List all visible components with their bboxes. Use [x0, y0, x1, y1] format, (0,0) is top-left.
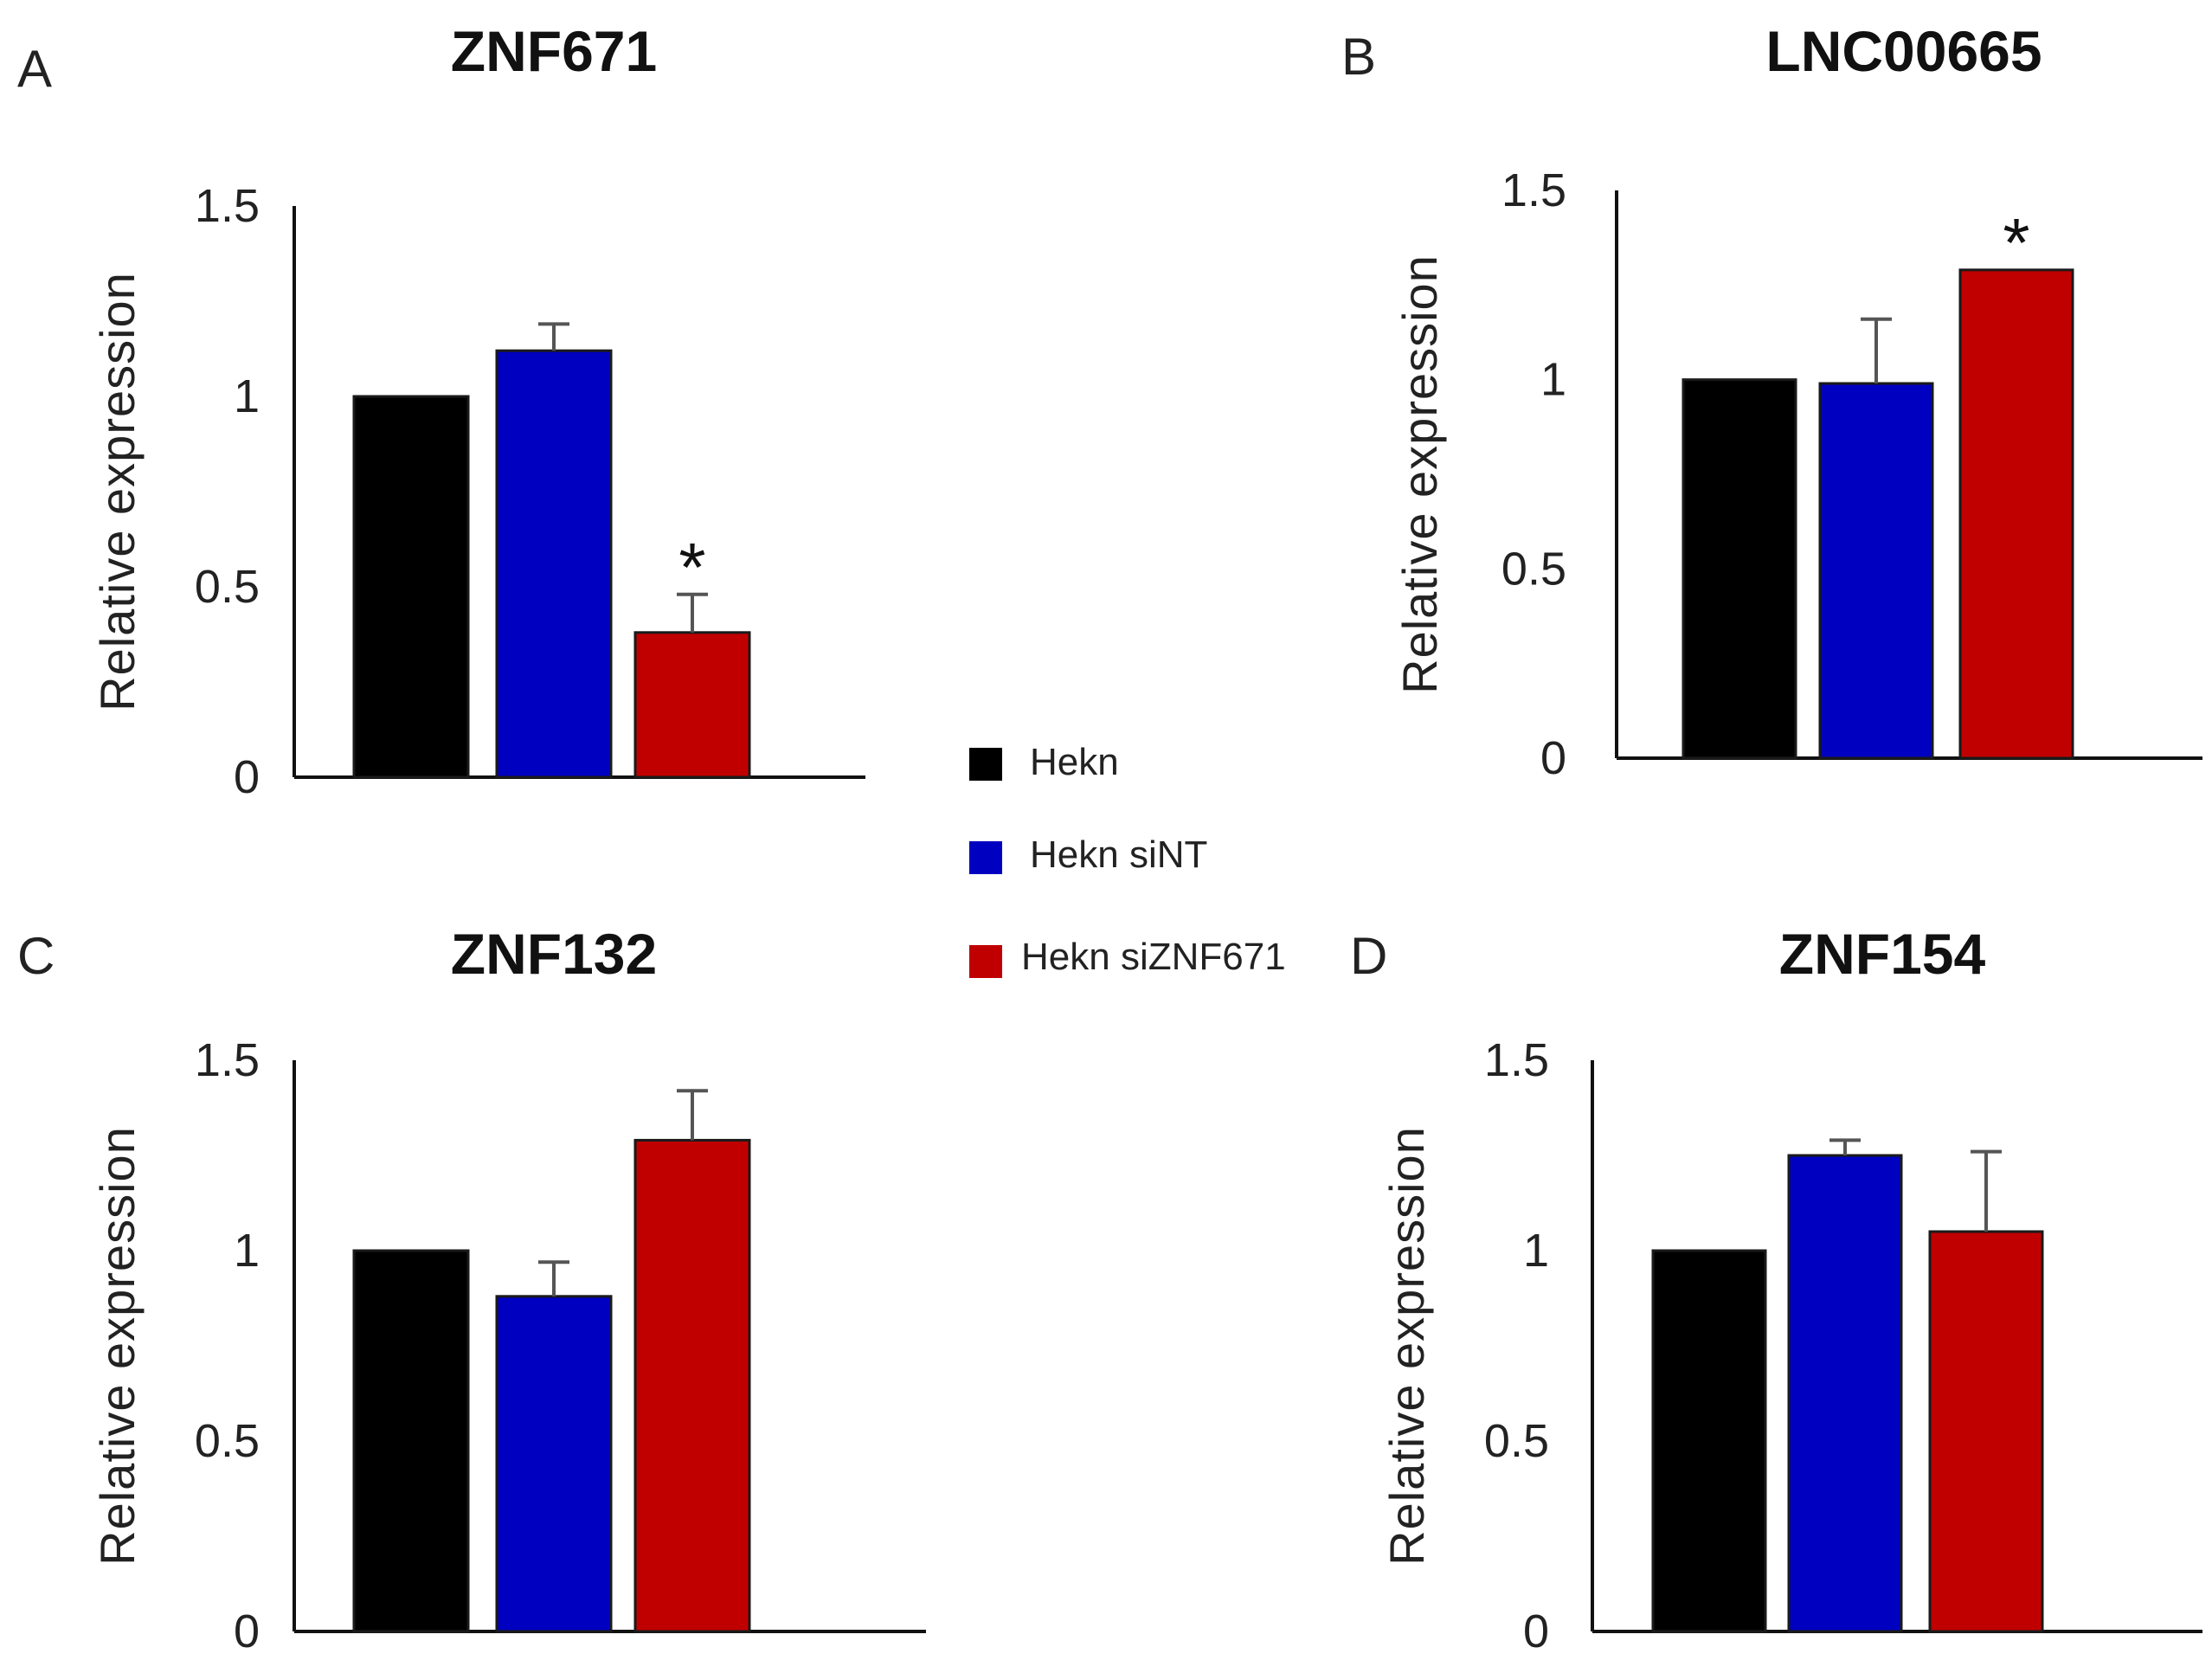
y-tick-label: 0.5: [1484, 1415, 1549, 1467]
bar-hekn-sint: [495, 349, 613, 779]
legend-swatch-hekn-siznf671: [969, 945, 1002, 978]
y-tick-label: 1: [1540, 354, 1566, 406]
chart-title: ZNF154: [1779, 922, 1986, 986]
bar-hekn-siznf671: [1928, 1230, 2044, 1633]
legend-swatch-hekn-sint: [969, 841, 1002, 874]
bar-hekn-sint: [1787, 1154, 1903, 1633]
significance-mark-hekn-siznf671: *: [678, 529, 705, 606]
legend-swatch-hekn: [969, 748, 1002, 781]
y-tick-label: 1.5: [195, 180, 260, 232]
bar-hekn-siznf671: [633, 631, 751, 779]
panel-letter: A: [17, 40, 52, 98]
bar-hekn: [1682, 378, 1797, 760]
bar-hekn-siznf671: [1958, 268, 2074, 760]
y-tick-label: 0.5: [1501, 543, 1566, 595]
panel-a: A ZNF671 0 0.5 1 1.5 Relative expression *: [17, 19, 865, 803]
panel-letter: D: [1350, 927, 1387, 985]
y-tick-label: 0.5: [195, 1415, 260, 1467]
y-axis-title: Relative expression: [1392, 254, 1447, 694]
legend-label-hekn-sint: Hekn siNT: [1030, 833, 1207, 876]
y-tick-label: 1: [234, 1225, 260, 1277]
y-axis-title: Relative expression: [1379, 1126, 1434, 1566]
y-tick-label: 1.5: [195, 1034, 260, 1086]
chart-title: ZNF132: [451, 922, 657, 986]
panel-letter: B: [1341, 28, 1376, 86]
y-tick-label: 1: [234, 370, 260, 422]
y-tick-label: 1: [1523, 1225, 1549, 1277]
y-axis-title: Relative expression: [90, 1126, 145, 1566]
legend-label-hekn-siznf671: Hekn siZNF671: [1021, 936, 1286, 978]
y-tick-label: 0: [234, 1605, 260, 1657]
y-tick-label: 1.5: [1501, 164, 1566, 216]
y-tick-label: 0: [1523, 1605, 1549, 1657]
panel-letter: C: [17, 927, 55, 985]
panel-d: D ZNF154 0 0.5 1 1.5 Relative expression: [1350, 922, 2202, 1657]
y-tick-label: 0.5: [195, 561, 260, 613]
panel-b: B LNC00665 0 0.5 1 1.5 Relative expression *: [1341, 19, 2202, 784]
bar-hekn: [352, 395, 470, 779]
legend-label-hekn: Hekn: [1030, 741, 1119, 783]
significance-mark-hekn-siznf671: *: [2003, 204, 2029, 281]
bar-hekn: [1651, 1249, 1767, 1633]
bar-hekn-sint: [1818, 382, 1934, 760]
bar-hekn-sint: [495, 1295, 613, 1633]
y-tick-label: 1.5: [1484, 1034, 1549, 1086]
chart-title: LNC00665: [1765, 19, 2042, 83]
legend: Hekn Hekn siNT Hekn siZNF671: [969, 741, 1286, 978]
chart-title: ZNF671: [451, 19, 657, 83]
bar-hekn-siznf671: [633, 1138, 751, 1633]
y-tick-label: 0: [234, 751, 260, 803]
y-tick-label: 0: [1540, 732, 1566, 784]
bar-hekn: [352, 1249, 470, 1633]
y-axis-title: Relative expression: [90, 272, 145, 711]
panel-c: C ZNF132 0 0.5 1 1.5 Relative expression: [17, 922, 926, 1657]
